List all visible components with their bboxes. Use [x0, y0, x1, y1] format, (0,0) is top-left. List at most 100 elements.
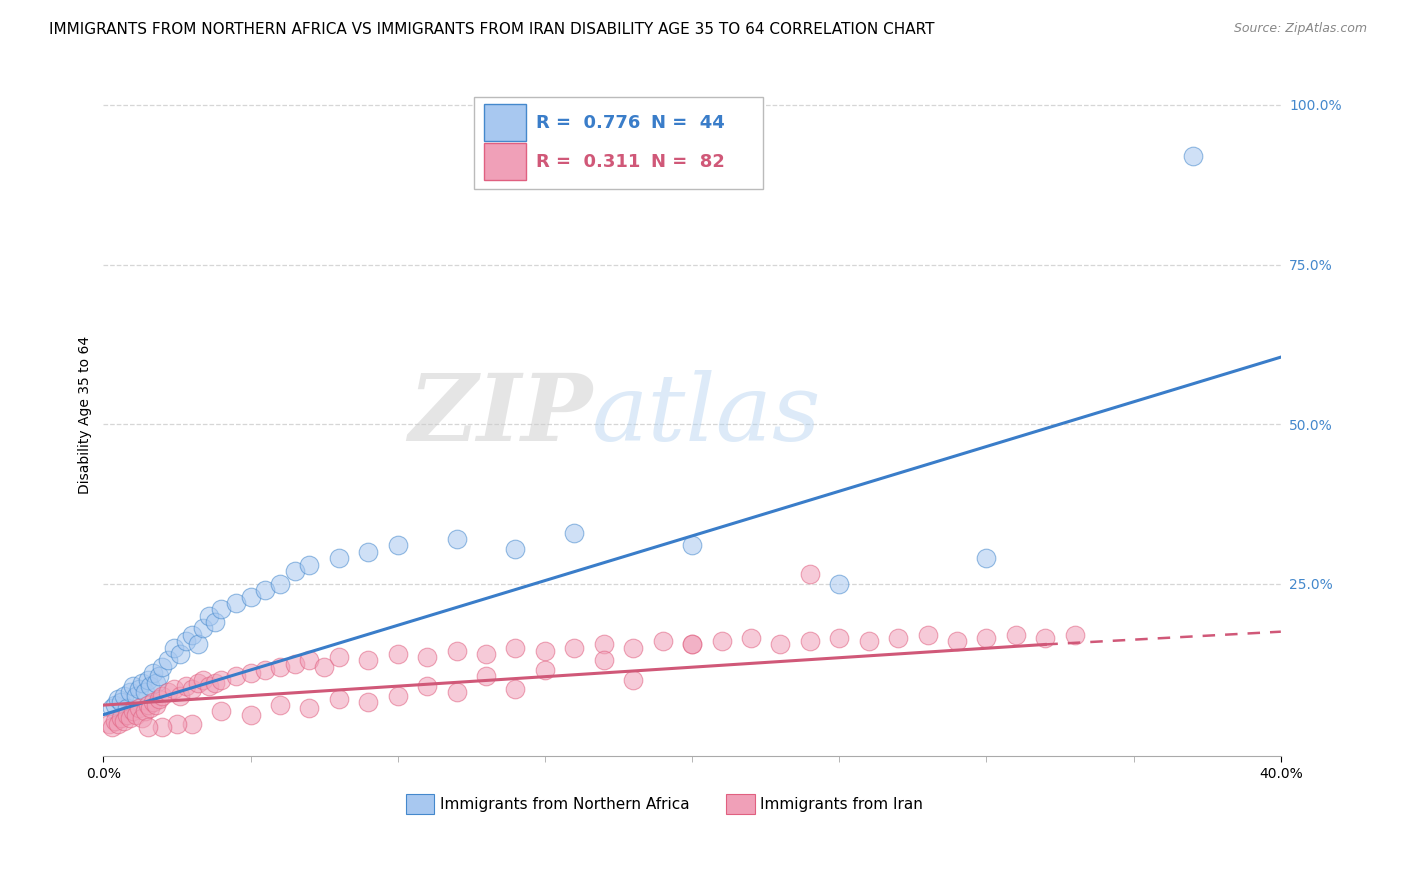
Point	[976, 551, 998, 566]
Point	[187, 637, 209, 651]
Point	[180, 717, 202, 731]
Point	[564, 525, 586, 540]
Point	[150, 660, 173, 674]
Point	[104, 698, 127, 712]
FancyBboxPatch shape	[727, 794, 755, 814]
Text: R =  0.776: R = 0.776	[536, 114, 640, 132]
Point	[139, 701, 162, 715]
Point	[157, 685, 180, 699]
Point	[101, 721, 124, 735]
Point	[269, 660, 291, 674]
Point	[239, 590, 262, 604]
Point	[710, 634, 733, 648]
Point	[198, 679, 221, 693]
Point	[917, 628, 939, 642]
Point	[148, 669, 170, 683]
Point	[284, 564, 307, 578]
Point	[769, 637, 792, 651]
Point	[328, 650, 350, 665]
Point	[163, 640, 186, 655]
Point	[145, 675, 167, 690]
Point	[125, 689, 148, 703]
Point	[112, 689, 135, 703]
Point	[328, 551, 350, 566]
Point	[799, 634, 821, 648]
Point	[239, 666, 262, 681]
Point	[475, 647, 498, 661]
Point	[621, 673, 644, 687]
Point	[1033, 631, 1056, 645]
Point	[269, 576, 291, 591]
Point	[142, 695, 165, 709]
Point	[828, 576, 851, 591]
Point	[1063, 628, 1085, 642]
Point	[128, 701, 150, 715]
Point	[828, 631, 851, 645]
Point	[387, 647, 409, 661]
Text: ZIP: ZIP	[408, 369, 592, 459]
Point	[107, 691, 129, 706]
Point	[180, 682, 202, 697]
Y-axis label: Disability Age 35 to 64: Disability Age 35 to 64	[79, 335, 93, 493]
Point	[1181, 149, 1204, 163]
Point	[174, 679, 197, 693]
Point	[198, 608, 221, 623]
Point	[209, 705, 232, 719]
Point	[416, 650, 439, 665]
Point	[446, 644, 468, 658]
Point	[387, 689, 409, 703]
Point	[254, 663, 277, 677]
Point	[357, 545, 380, 559]
Point	[269, 698, 291, 712]
Point	[142, 666, 165, 681]
Text: N =  82: N = 82	[651, 153, 724, 170]
Point	[136, 673, 159, 687]
Point	[134, 685, 156, 699]
Point	[118, 711, 141, 725]
Point	[134, 705, 156, 719]
Point	[166, 717, 188, 731]
Point	[118, 685, 141, 699]
FancyBboxPatch shape	[484, 144, 526, 180]
Text: R =  0.311: R = 0.311	[536, 153, 640, 170]
Point	[592, 637, 614, 651]
Point	[446, 532, 468, 546]
Text: N =  44: N = 44	[651, 114, 724, 132]
Point	[681, 539, 703, 553]
Point	[193, 673, 215, 687]
Point	[115, 701, 138, 715]
Point	[446, 685, 468, 699]
Point	[157, 653, 180, 667]
Point	[416, 679, 439, 693]
Point	[112, 714, 135, 728]
Point	[328, 691, 350, 706]
Point	[110, 695, 132, 709]
Point	[98, 717, 121, 731]
Point	[681, 637, 703, 651]
Point	[225, 669, 247, 683]
Point	[651, 634, 673, 648]
Point	[298, 558, 321, 572]
Point	[534, 663, 557, 677]
Point	[209, 673, 232, 687]
Point	[387, 539, 409, 553]
Point	[209, 602, 232, 616]
Point	[131, 711, 153, 725]
Point	[163, 682, 186, 697]
Point	[121, 679, 143, 693]
Text: Immigrants from Iran: Immigrants from Iran	[761, 797, 924, 812]
Point	[357, 653, 380, 667]
Point	[298, 701, 321, 715]
Point	[1005, 628, 1028, 642]
Point	[505, 541, 527, 556]
Point	[858, 634, 880, 648]
Point	[239, 707, 262, 722]
Point	[357, 695, 380, 709]
Point	[131, 675, 153, 690]
Point	[125, 707, 148, 722]
Point	[128, 682, 150, 697]
Point	[298, 653, 321, 667]
FancyBboxPatch shape	[406, 794, 434, 814]
Point	[104, 714, 127, 728]
Point	[136, 698, 159, 712]
